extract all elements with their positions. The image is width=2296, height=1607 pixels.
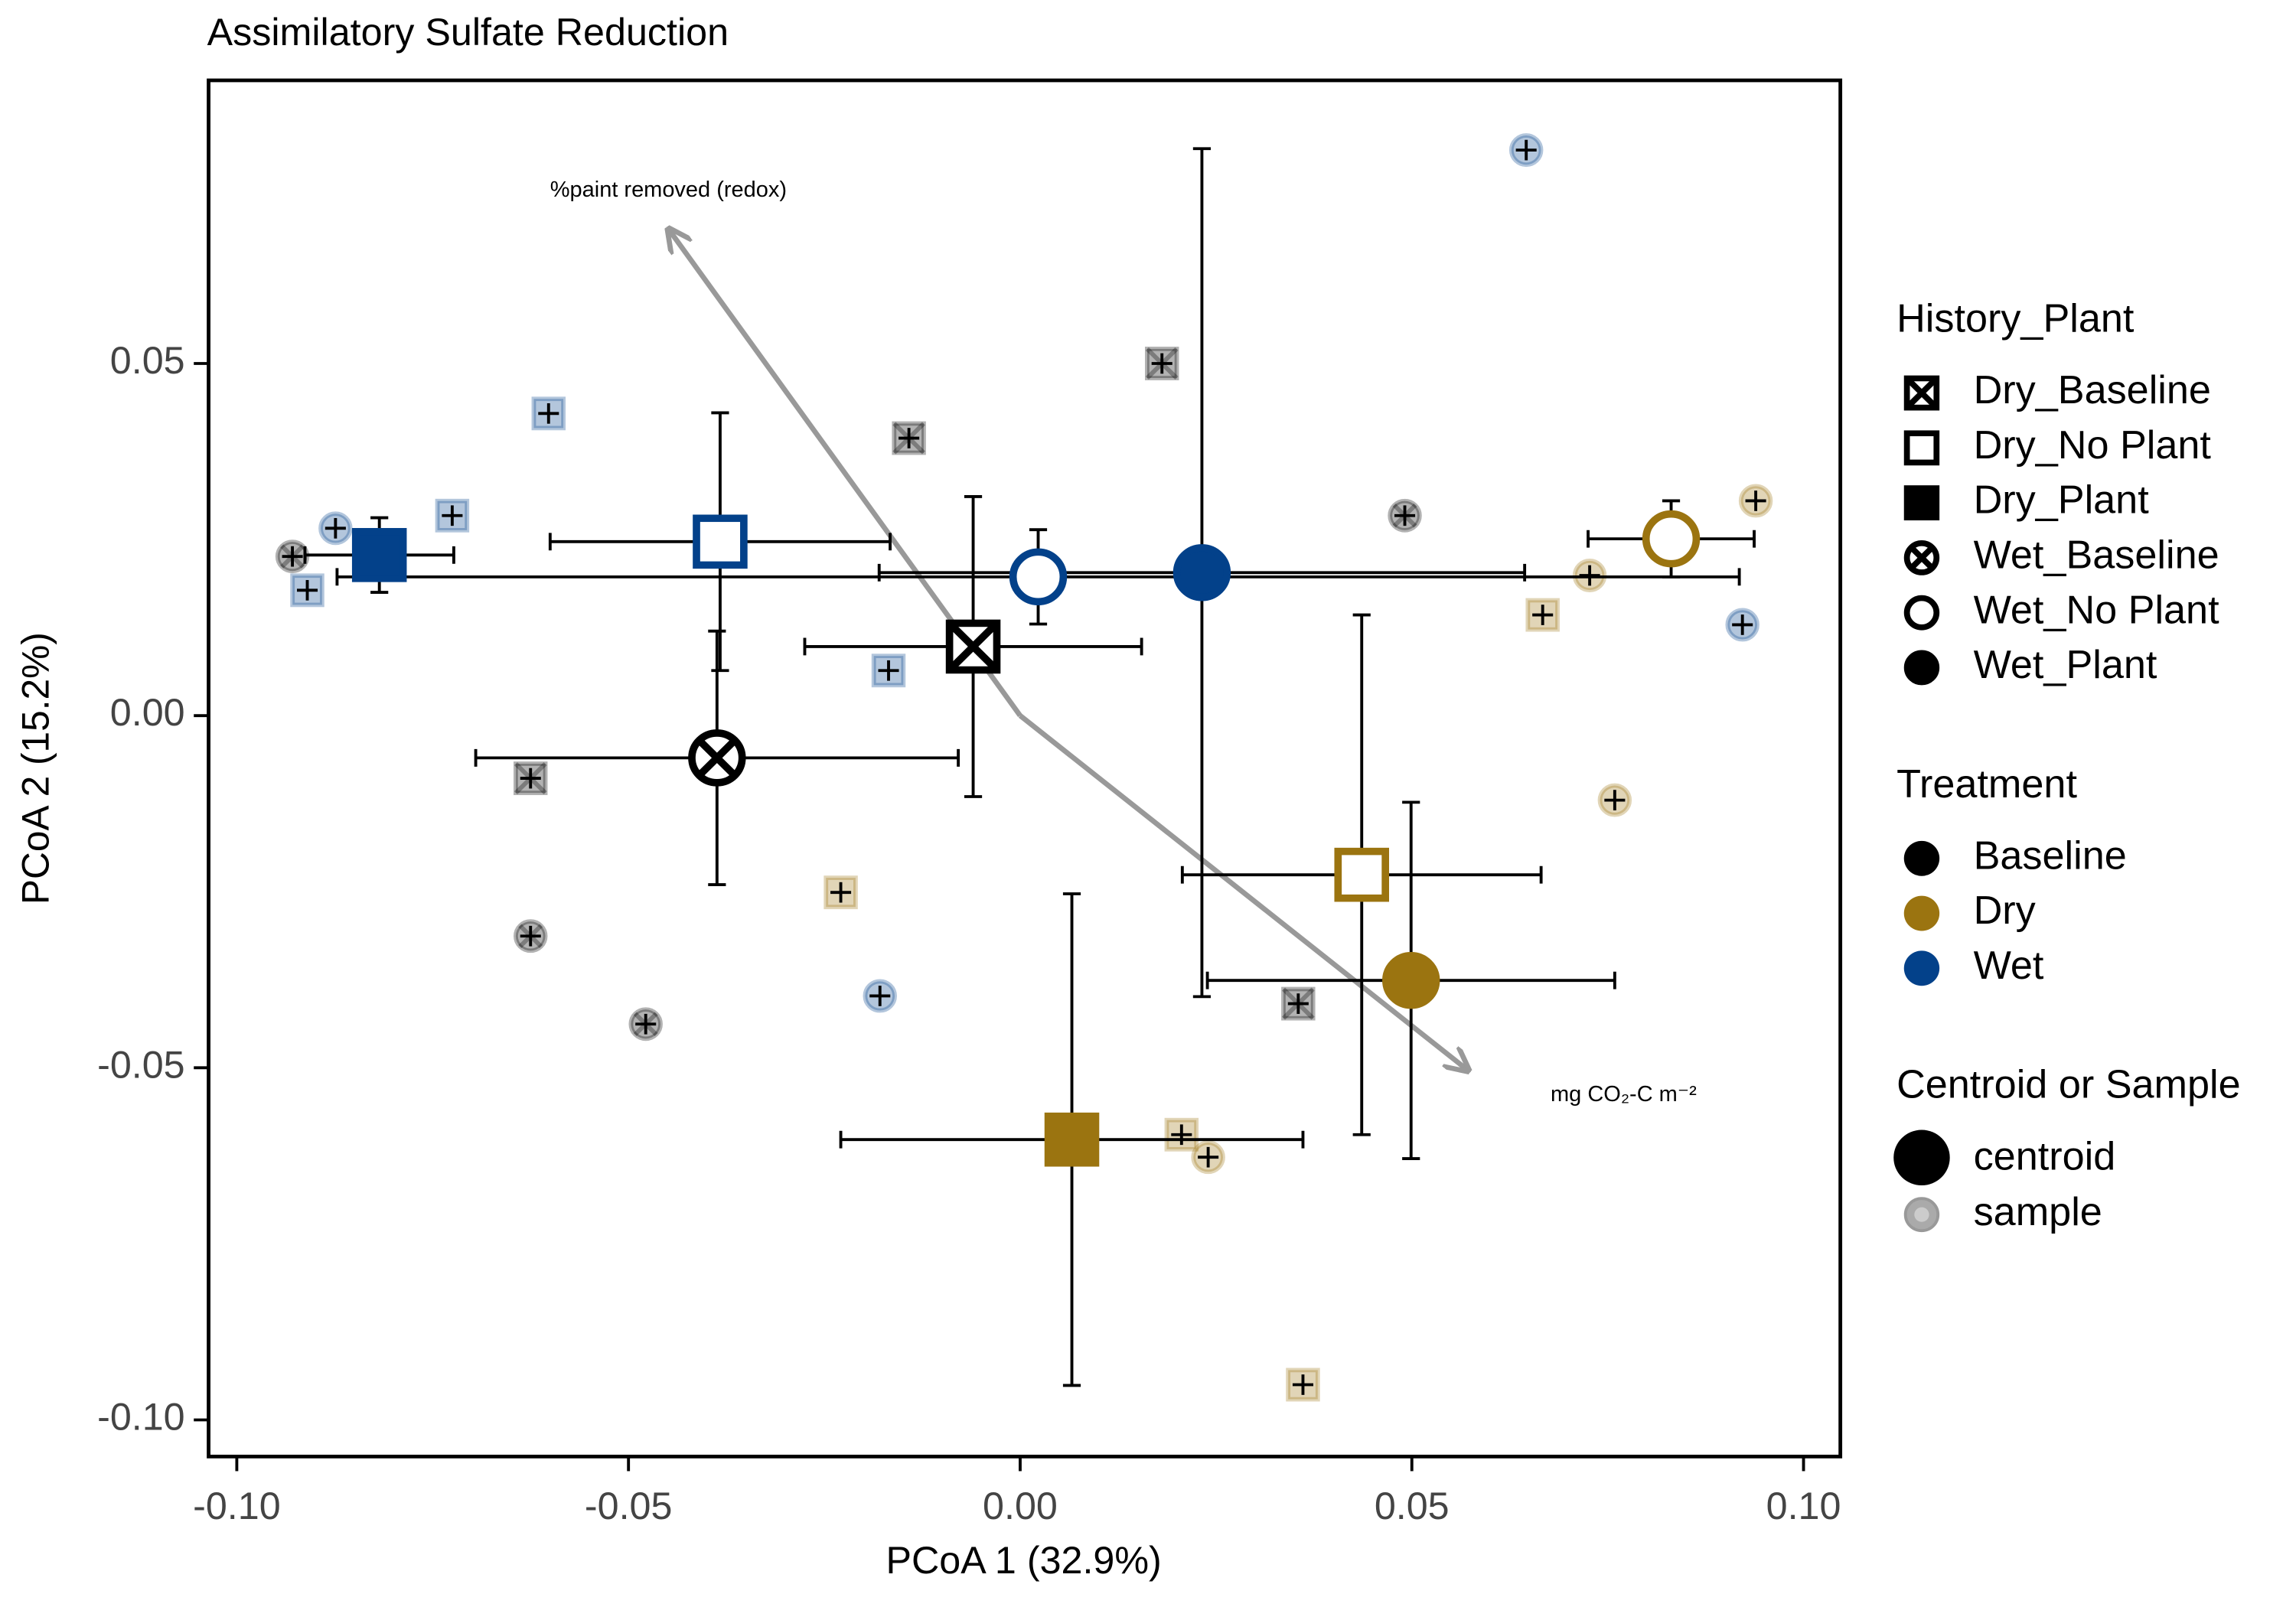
sample-point: [531, 396, 566, 431]
marker-x: [1904, 376, 1939, 410]
legend-title: Centroid or Sample: [1896, 1062, 2241, 1107]
y-tick-label: -0.10: [97, 1396, 185, 1439]
centroid-point: [1382, 951, 1440, 1009]
sample-point: [1525, 598, 1560, 632]
legend-label: Baseline: [1974, 833, 2127, 878]
marker-x: [1909, 545, 1935, 571]
legend-symbol: [1903, 950, 1940, 986]
x-axis-label: PCoA 1 (32.9%): [885, 1539, 1161, 1582]
centroid-point: [688, 729, 746, 787]
marker-shape: [1334, 847, 1390, 902]
legend-label: Wet_Baseline: [1974, 533, 2219, 577]
sample-point: [1286, 1367, 1320, 1402]
centroid-point: [945, 619, 1001, 674]
sample-point: [1388, 498, 1422, 533]
sample-point: [1508, 133, 1544, 168]
legend-label: Dry_Plant: [1974, 478, 2150, 522]
legend-label: Dry: [1974, 888, 2036, 932]
marker-x: [947, 621, 1000, 673]
legend-dot: [1903, 895, 1940, 931]
biplot-arrow: [1018, 713, 1468, 1071]
marker-shape: [1382, 951, 1440, 1009]
y-tick-label: 0.05: [110, 339, 185, 382]
marker-shape: [351, 527, 407, 582]
centroid-point: [1044, 1112, 1100, 1167]
legend-label: Wet_Plant: [1974, 642, 2157, 686]
centroid-point: [1334, 847, 1390, 902]
marker-shape: [1044, 1112, 1100, 1167]
marker-shape: [1903, 595, 1940, 631]
legend-title: Treatment: [1896, 761, 2077, 806]
legend-label: centroid: [1974, 1134, 2116, 1178]
x-tick-label: 0.00: [983, 1485, 1058, 1527]
legend-symbol: [1903, 895, 1940, 931]
legend-dot: [1893, 1129, 1950, 1186]
centroid-point: [693, 514, 748, 569]
legend-symbol: [1903, 485, 1940, 521]
sample-point: [823, 875, 858, 910]
sample-point: [1191, 1140, 1225, 1175]
legend-label: Dry_No Plant: [1974, 422, 2212, 467]
sample-point: [290, 573, 325, 608]
legend-symbol: [1903, 840, 1940, 876]
sample-point: [863, 979, 897, 1013]
sample-point: [871, 654, 906, 688]
legend-label: sample: [1974, 1189, 2102, 1234]
marker-shape: [1903, 485, 1940, 521]
x-tick-label: -0.10: [193, 1485, 281, 1527]
sample-point: [1164, 1117, 1199, 1152]
legend-label: Wet_No Plant: [1974, 588, 2220, 632]
legend-symbol: [1893, 1129, 1950, 1186]
sample-point: [1281, 986, 1316, 1021]
marker-x: [696, 737, 738, 779]
legend-dot: [1914, 1207, 1929, 1222]
legend-symbol: [1903, 595, 1940, 631]
sample-point: [1725, 608, 1760, 642]
legend-symbol: [1903, 1197, 1940, 1233]
centroid-point: [1642, 510, 1701, 568]
chart-title: Assimilatory Sulfate Reduction: [207, 11, 729, 54]
arrow-label: %paint removed (redox): [550, 178, 787, 202]
sample-point: [1145, 347, 1179, 380]
sample-point: [892, 421, 926, 455]
centroid-point: [1172, 544, 1231, 601]
x-tick-label: 0.05: [1375, 1485, 1450, 1527]
sample-point: [514, 761, 548, 796]
sample-point: [435, 498, 470, 533]
legend-symbol: [1903, 650, 1940, 686]
sample-point: [1597, 783, 1632, 817]
legend-label: Dry_Baseline: [1974, 367, 2211, 412]
legend-symbol: [1903, 430, 1940, 466]
marker-shape: [1903, 650, 1940, 686]
marker-shape: [693, 514, 748, 569]
x-tick-label: 0.10: [1766, 1485, 1841, 1527]
legend-title: History_Plant: [1896, 296, 2135, 341]
centroid-point: [351, 527, 407, 582]
sample-point: [275, 539, 310, 574]
y-tick-label: 0.00: [110, 692, 185, 735]
legend-symbol: [1903, 539, 1940, 575]
plot-frame: [207, 78, 1843, 1459]
marker-shape: [1172, 544, 1231, 601]
marker-shape: [1009, 548, 1068, 606]
sample-point: [318, 511, 353, 546]
legend-dot: [1903, 950, 1940, 986]
marker-shape: [1642, 510, 1701, 568]
sample-point: [514, 919, 548, 953]
marker-shape: [1903, 430, 1940, 466]
x-tick-label: -0.05: [585, 1485, 673, 1527]
y-tick-label: -0.05: [97, 1044, 185, 1087]
legend-label: Wet: [1974, 943, 2044, 987]
centroid-point: [1009, 548, 1068, 606]
arrow-label: mg CO₂-C m⁻²: [1551, 1082, 1697, 1107]
sample-point: [1738, 484, 1773, 518]
legend-dot: [1903, 840, 1940, 876]
legend-symbol: [1903, 375, 1940, 411]
y-axis-label: PCoA 2 (15.2%): [14, 632, 57, 905]
sample-point: [628, 1007, 663, 1041]
